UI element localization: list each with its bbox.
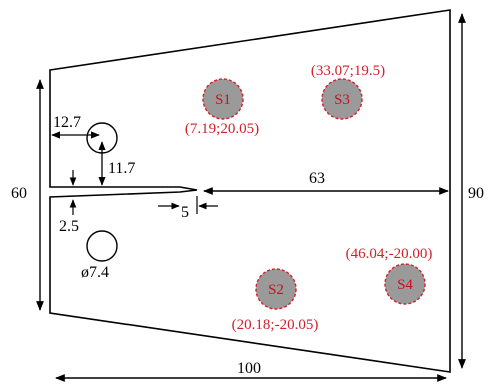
- sensor-s4-coord: (46.04;-20.00): [346, 246, 433, 262]
- sensor-s1: S1 (7.19;20.05): [185, 78, 259, 137]
- dimension-90: 90: [468, 185, 484, 202]
- dimension-5: 5: [181, 204, 189, 221]
- sensor-s4: S4 (46.04;-20.00): [346, 246, 433, 305]
- dimension-11-7: 11.7: [108, 160, 135, 177]
- sensor-s3: S3 (33.07;19.5): [311, 63, 385, 120]
- sensor-s4-marker: [384, 263, 426, 305]
- sensor-s3-marker: [321, 78, 363, 120]
- sensor-s2-coord: (20.18;-20.05): [232, 317, 319, 333]
- sensor-s2-marker: [255, 268, 297, 310]
- sensor-s3-coord: (33.07;19.5): [311, 63, 385, 79]
- dimension-hole-diameter: ø7.4: [81, 264, 109, 281]
- dimension-12-7: 12.7: [53, 114, 81, 131]
- dimension-60: 60: [11, 185, 27, 202]
- lower-hole: [86, 230, 118, 262]
- sensor-s3-label: S3: [334, 92, 350, 108]
- dimension-100: 100: [237, 360, 261, 377]
- sensor-s4-label: S4: [397, 277, 413, 293]
- sensor-s1-label: S1: [215, 92, 231, 108]
- sensor-s1-marker: [202, 78, 244, 120]
- dimension-2-5: 2.5: [59, 218, 79, 235]
- dimension-63: 63: [309, 170, 325, 187]
- specimen-outline: [49, 9, 451, 373]
- sensor-s2: S2 (20.18;-20.05): [232, 268, 319, 333]
- sensor-s1-coord: (7.19;20.05): [185, 121, 259, 137]
- sensor-s2-label: S2: [268, 282, 284, 298]
